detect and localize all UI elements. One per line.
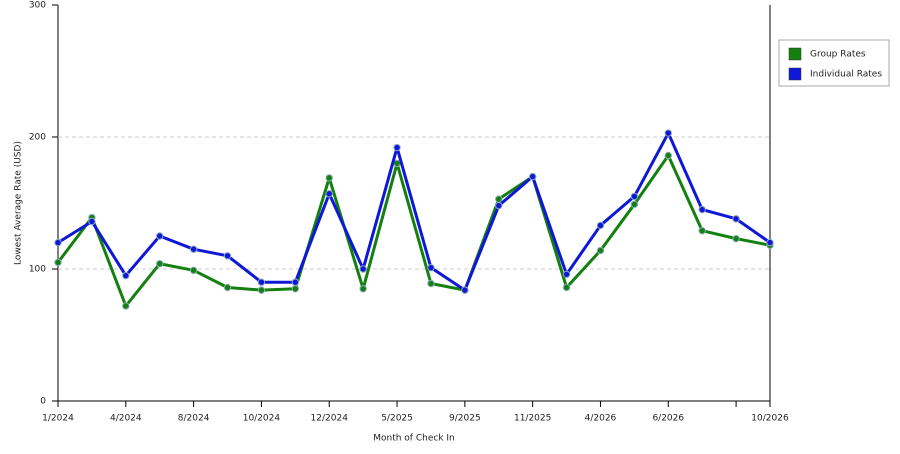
- x-tick-label: 1/2024: [42, 414, 74, 424]
- data-point: [427, 263, 435, 272]
- data-point: [664, 129, 672, 137]
- y-tick-label: 200: [29, 133, 46, 143]
- x-tick-label: 5/2025: [381, 414, 413, 424]
- data-point: [325, 190, 333, 198]
- data-point: [495, 195, 503, 203]
- x-tick-label: 8/2024: [178, 414, 210, 424]
- data-point: [257, 286, 266, 294]
- x-tick-label: 4/2024: [110, 414, 142, 424]
- series-line: [57, 131, 771, 292]
- data-point: [630, 192, 639, 201]
- data-point: [54, 258, 62, 267]
- data-point: [122, 271, 130, 280]
- data-point: [291, 278, 300, 286]
- data-point: [698, 227, 706, 235]
- data-point: [257, 278, 266, 286]
- data-point: [393, 143, 401, 152]
- data-point: [189, 266, 198, 275]
- y-tick-label: 300: [29, 1, 46, 11]
- x-tick-label: 10/2026: [751, 414, 789, 424]
- x-axis-title: Month of Check In: [373, 434, 455, 444]
- data-point: [88, 217, 96, 226]
- y-axis-title: Lowest Average Rate (USD): [14, 141, 24, 265]
- x-tick-label: 10/2024: [243, 414, 281, 424]
- legend-swatch: [788, 47, 802, 61]
- legend-label: Individual Rates: [810, 70, 882, 80]
- data-point: [223, 283, 232, 292]
- data-point: [359, 265, 367, 273]
- data-point: [156, 232, 164, 240]
- y-tick-label: 100: [29, 265, 46, 275]
- data-point: [189, 245, 198, 253]
- data-point: [461, 286, 469, 294]
- data-point: [291, 285, 300, 293]
- series-line: [56, 153, 771, 308]
- y-tick-label: 0: [40, 397, 46, 407]
- x-tick-label: 12/2024: [311, 414, 349, 424]
- data-point: [732, 215, 740, 223]
- data-point: [562, 270, 571, 278]
- data-point: [495, 201, 503, 210]
- data-point: [359, 285, 367, 293]
- data-point: [596, 221, 605, 230]
- data-point: [156, 260, 164, 268]
- x-tick-label: 11/2025: [514, 414, 551, 424]
- data-point: [766, 238, 774, 247]
- legend-swatch: [788, 67, 802, 81]
- data-point: [596, 246, 605, 255]
- data-point: [54, 238, 62, 247]
- data-point: [562, 283, 571, 292]
- data-point: [427, 279, 435, 288]
- data-point: [223, 252, 232, 260]
- data-point: [630, 200, 639, 209]
- data-point: [122, 302, 130, 310]
- data-point: [528, 172, 537, 181]
- data-point: [325, 174, 333, 182]
- legend-label: Group Rates: [810, 50, 866, 60]
- data-point: [664, 151, 672, 160]
- data-point: [698, 205, 706, 214]
- x-tick-label: 6/2026: [652, 414, 684, 424]
- x-tick-label: 9/2025: [449, 414, 481, 424]
- x-tick-label: 4/2026: [585, 414, 617, 424]
- data-point: [732, 234, 740, 243]
